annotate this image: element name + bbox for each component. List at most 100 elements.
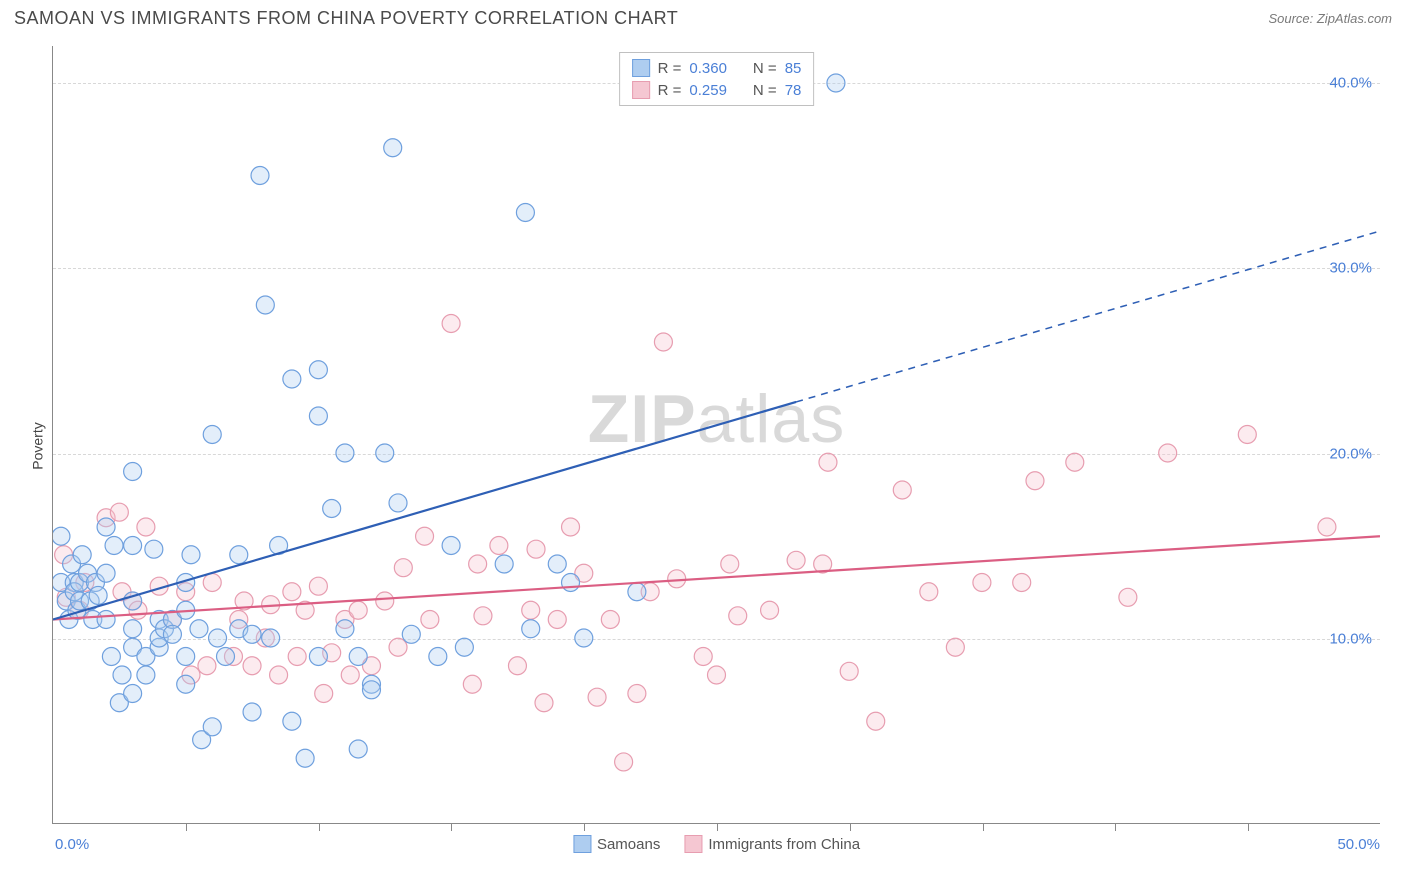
data-point: [113, 666, 131, 684]
data-point: [89, 586, 107, 604]
chart-title: SAMOAN VS IMMIGRANTS FROM CHINA POVERTY …: [14, 8, 678, 29]
data-point: [309, 407, 327, 425]
data-point: [198, 657, 216, 675]
x-tick: [717, 823, 718, 831]
data-point: [336, 444, 354, 462]
data-point: [708, 666, 726, 684]
data-point: [1318, 518, 1336, 536]
data-point: [535, 694, 553, 712]
x-axis-max-label: 50.0%: [1337, 836, 1380, 853]
data-point: [442, 537, 460, 555]
data-point: [442, 315, 460, 333]
data-point: [97, 518, 115, 536]
data-point: [1026, 472, 1044, 490]
data-point: [209, 629, 227, 647]
x-tick: [983, 823, 984, 831]
data-point: [490, 537, 508, 555]
data-point: [474, 607, 492, 625]
data-point: [1066, 453, 1084, 471]
data-point: [309, 577, 327, 595]
data-point: [105, 537, 123, 555]
data-point: [163, 625, 181, 643]
data-point: [336, 620, 354, 638]
data-point: [296, 749, 314, 767]
legend-swatch-samoans-bottom: [573, 835, 591, 853]
data-point: [283, 583, 301, 601]
data-point: [628, 583, 646, 601]
data-point: [124, 463, 142, 481]
data-point: [394, 559, 412, 577]
data-point: [668, 570, 686, 588]
data-point: [654, 333, 672, 351]
data-point: [182, 546, 200, 564]
x-tick: [451, 823, 452, 831]
data-point: [145, 540, 163, 558]
data-point: [508, 657, 526, 675]
data-point: [309, 648, 327, 666]
data-point: [288, 648, 306, 666]
trend-line-dashed: [796, 231, 1380, 402]
data-point: [384, 139, 402, 157]
data-point: [562, 574, 580, 592]
data-point: [973, 574, 991, 592]
data-point: [177, 675, 195, 693]
data-point: [615, 753, 633, 771]
data-point: [256, 296, 274, 314]
data-point: [124, 537, 142, 555]
data-point: [1013, 574, 1031, 592]
legend-correlation-box: R = 0.360 N = 85 R = 0.259 N = 78: [619, 52, 815, 106]
data-point: [562, 518, 580, 536]
data-point: [376, 444, 394, 462]
data-point: [349, 601, 367, 619]
x-tick: [1248, 823, 1249, 831]
data-point: [243, 657, 261, 675]
data-point: [601, 611, 619, 629]
data-point: [416, 527, 434, 545]
source-label: Source: ZipAtlas.com: [1268, 11, 1392, 26]
data-point: [230, 546, 248, 564]
data-point: [203, 426, 221, 444]
data-point: [262, 629, 280, 647]
data-point: [243, 625, 261, 643]
data-point: [102, 648, 120, 666]
data-point: [1238, 426, 1256, 444]
legend-swatch-china: [632, 81, 650, 99]
y-axis-label: Poverty: [30, 422, 46, 469]
x-tick: [1115, 823, 1116, 831]
data-point: [946, 638, 964, 656]
x-tick: [319, 823, 320, 831]
data-point: [421, 611, 439, 629]
data-point: [920, 583, 938, 601]
data-point: [203, 574, 221, 592]
data-point: [124, 620, 142, 638]
chart-plot-area: ZIPatlas 10.0%20.0%30.0%40.0% R = 0.360 …: [52, 46, 1380, 824]
data-point: [402, 625, 420, 643]
trend-line: [53, 536, 1380, 619]
data-point: [548, 555, 566, 573]
data-point: [137, 666, 155, 684]
data-point: [251, 167, 269, 185]
data-point: [323, 500, 341, 518]
data-point: [1119, 588, 1137, 606]
data-point: [721, 555, 739, 573]
legend-row-china: R = 0.259 N = 78: [632, 79, 802, 101]
data-point: [527, 540, 545, 558]
data-point: [516, 204, 534, 222]
data-point: [349, 740, 367, 758]
legend-row-samoans: R = 0.360 N = 85: [632, 57, 802, 79]
data-point: [362, 681, 380, 699]
data-point: [53, 527, 70, 545]
data-point: [389, 638, 407, 656]
legend-item-samoans: Samoans: [573, 835, 660, 853]
data-point: [73, 546, 91, 564]
x-tick: [584, 823, 585, 831]
data-point: [463, 675, 481, 693]
data-point: [124, 685, 142, 703]
data-point: [827, 74, 845, 92]
data-point: [217, 648, 235, 666]
data-point: [522, 601, 540, 619]
data-point: [137, 518, 155, 536]
x-tick: [850, 823, 851, 831]
data-point: [548, 611, 566, 629]
data-point: [177, 648, 195, 666]
